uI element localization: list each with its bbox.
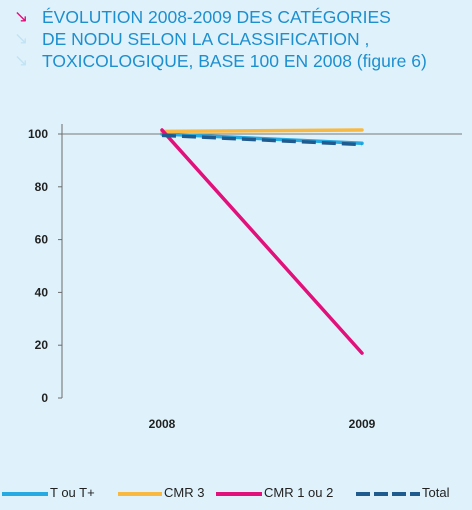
legend-swatch [216,492,262,496]
legend-swatch [118,492,162,496]
series-line-total [161,133,363,147]
x-tick-label: 2008 [149,417,176,431]
legend-swatch [356,492,420,496]
y-tick-label: 80 [35,180,49,194]
chart-legend: T ou T+ CMR 3 CMR 1 ou 2 Total [0,484,472,504]
title-text-1: ÉVOLUTION 2008-2009 DES CATÉGORIES [42,7,391,27]
title-line-3: ↘ TOXICOLOGIQUE, BASE 100 EN 2008 (figur… [12,50,467,72]
title-text-3: TOXICOLOGIQUE, BASE 100 EN 2008 (figure … [42,51,427,71]
title-line-1: ↘ ÉVOLUTION 2008-2009 DES CATÉGORIES [12,6,467,28]
y-tick-label: 20 [35,338,49,352]
y-tick-label: 60 [35,233,49,247]
x-tick-label: 2009 [349,417,376,431]
legend-swatch [2,492,48,496]
chart-title: ↘ ÉVOLUTION 2008-2009 DES CATÉGORIES ↘ D… [12,6,467,72]
arrow-icon: ↘ [14,29,29,48]
title-text-2: DE NODU SELON LA CLASSIFICATION , [42,29,370,49]
arrow-icon: ↘ [14,7,29,26]
series-line-cmr-3 [160,128,364,134]
legend-label: Total [422,485,450,500]
legend-label: T ou T+ [50,485,95,500]
y-tick-label: 0 [41,391,48,405]
line-chart: 0 20 40 60 80 100 2008 2009 [28,124,462,431]
legend-label: CMR 1 ou 2 [264,485,334,500]
arrow-icon: ↘ [14,51,29,70]
y-tick-label: 100 [28,127,48,141]
title-line-2: ↘ DE NODU SELON LA CLASSIFICATION , [12,28,467,50]
series-line-cmr-1-ou-2 [160,128,364,355]
legend-label: CMR 3 [164,485,205,500]
y-tick-label: 40 [35,285,49,299]
